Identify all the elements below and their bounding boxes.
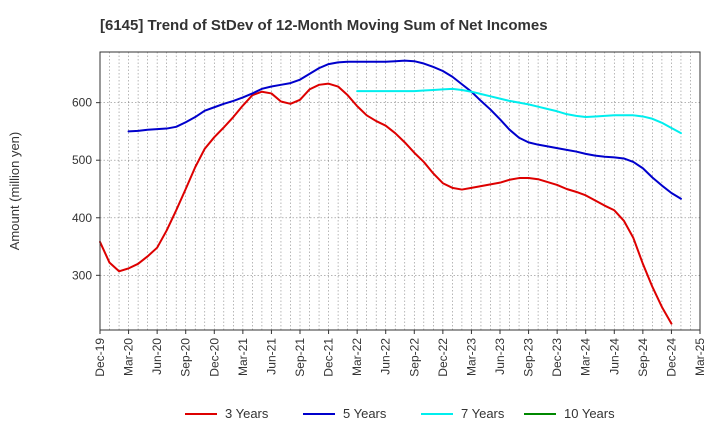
x-tick-label: Dec-24 [664, 338, 678, 377]
legend-label-10-years: 10 Years [564, 406, 615, 421]
x-tick-label: Mar-25 [693, 338, 707, 376]
x-tick-label: Dec-20 [207, 338, 221, 377]
legend-label-5-years: 5 Years [343, 406, 387, 421]
x-tick-label: Sep-22 [407, 338, 421, 377]
x-tick-label: Jun-24 [607, 338, 621, 375]
x-tick-label: Sep-20 [179, 338, 193, 377]
series-line-5-years [127, 59, 682, 200]
chart-title: [6145] Trend of StDev of 12-Month Moving… [100, 17, 548, 34]
y-tick-labels: 300 400 500 600 [72, 96, 100, 282]
x-tick-label: Dec-22 [436, 338, 450, 377]
x-tick-label: Jun-21 [264, 338, 278, 375]
x-tick-label: Jun-20 [150, 338, 164, 375]
plot-border [99, 51, 701, 331]
y-tick-label: 400 [72, 211, 92, 225]
x-tick-label: Sep-21 [293, 338, 307, 377]
series-line-7-years [356, 87, 682, 135]
legend: 3 Years 5 Years 7 Years 10 Years [185, 406, 615, 421]
x-tick-label: Sep-24 [636, 338, 650, 377]
x-tick-label: Mar-23 [464, 338, 478, 376]
series-line-3-years [99, 82, 673, 325]
x-tick-label: Mar-22 [350, 338, 364, 376]
y-tick-label: 500 [72, 153, 92, 167]
x-tick-label: Sep-23 [522, 338, 536, 377]
series-lines [99, 59, 682, 325]
legend-label-7-years: 7 Years [461, 406, 505, 421]
x-tick-label: Mar-20 [122, 338, 136, 376]
x-tick-label: Jun-22 [379, 338, 393, 375]
x-tick-label: Mar-24 [579, 338, 593, 376]
x-tick-label: Dec-19 [93, 338, 107, 377]
x-tick-labels: Dec-19 Mar-20 Jun-20 Sep-20 Dec-20 Mar-21 Jun-… [93, 330, 707, 377]
x-tick-label: Mar-21 [236, 338, 250, 376]
plot-area [100, 52, 700, 330]
y-tick-label: 300 [72, 268, 92, 282]
y-axis-label: Amount (million yen) [7, 132, 22, 251]
x-tick-label: Dec-23 [550, 338, 564, 377]
y-tick-label: 600 [72, 96, 92, 110]
x-tick-label: Dec-21 [322, 338, 336, 377]
legend-label-3-years: 3 Years [225, 406, 269, 421]
x-tick-label: Jun-23 [493, 338, 507, 375]
